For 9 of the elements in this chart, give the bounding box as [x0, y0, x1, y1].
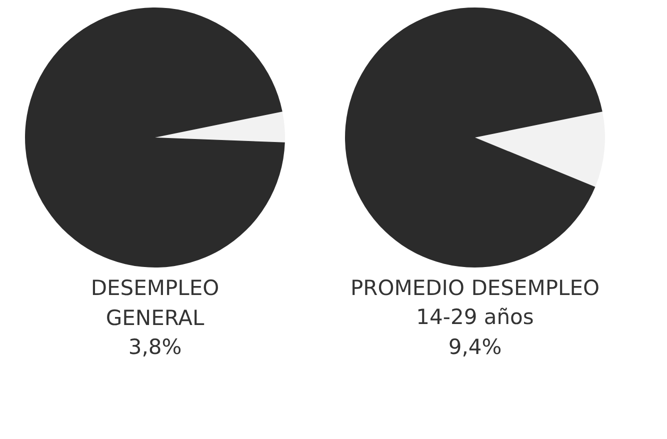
text: DESEMPLEO GENERAL [90, 276, 220, 330]
text: 14-29 años [416, 305, 534, 329]
pie-slice [475, 112, 605, 187]
pie-slice [25, 8, 285, 268]
text: 3,8% [128, 335, 182, 359]
pie-slice [345, 8, 602, 268]
text: 9,4% [448, 335, 502, 359]
pie-slice [155, 112, 285, 142]
text: PROMEDIO DESEMPLEO [350, 276, 600, 300]
